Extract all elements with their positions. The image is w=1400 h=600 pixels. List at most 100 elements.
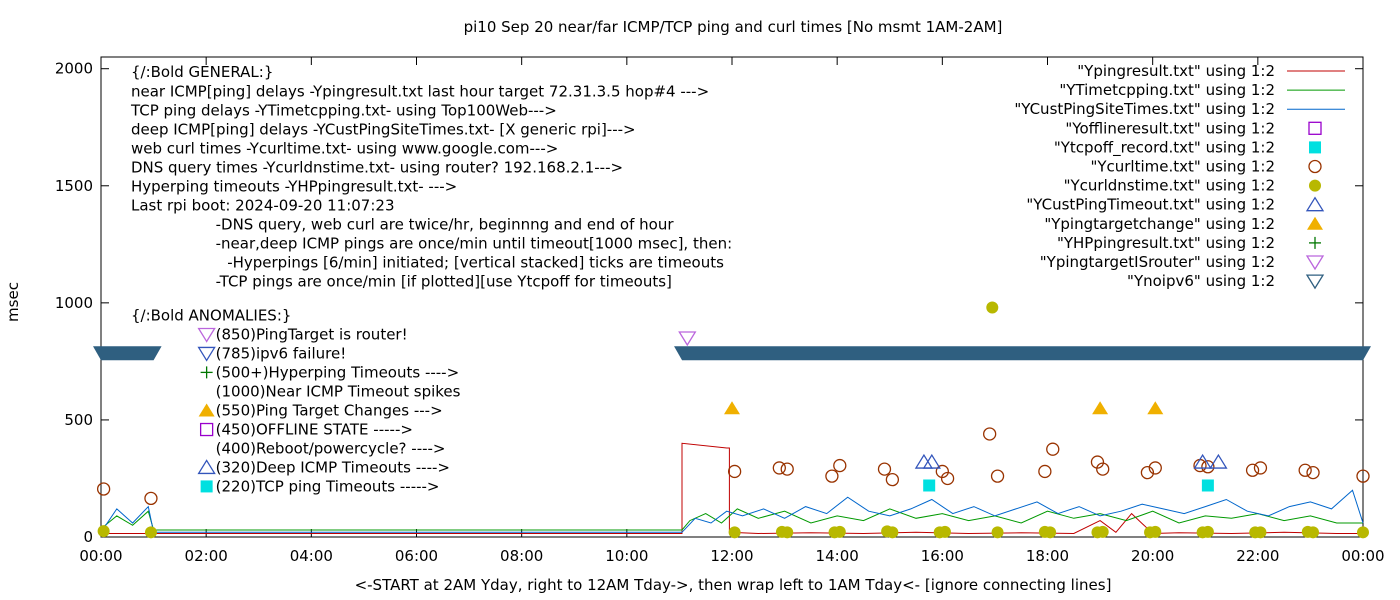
data-point [914,453,934,469]
legend-label: "Ynoipv6" using 1:2 [1127,272,1275,290]
legend: "Ypingresult.txt" using 1:2"YTimetcpping… [1014,62,1345,290]
annotation-layer: {/:Bold GENERAL:}near ICMP[ping] delays … [130,63,732,495]
legend-label: "Yofflineresult.txt" using 1:2 [1065,119,1275,137]
annotation-text: (400)Reboot/powercycle? ----> [216,439,446,457]
legend-swatch [1308,159,1322,174]
x-tick-label: 00:00 [1341,547,1384,565]
y-tick-label: 2000 [55,60,93,78]
data-point [781,526,794,539]
data-point [1209,453,1228,469]
data-point [1147,401,1164,415]
data-point [1201,479,1214,492]
legend-label: "YTimetcpping.txt" using 1:2 [1059,81,1275,99]
data-point [144,526,157,539]
annotation-text: (785)ipv6 failure! [216,344,347,362]
legend-swatch [1305,274,1325,290]
data-point [1046,442,1060,456]
annotation-marker [199,422,214,437]
data-point [825,469,839,483]
series-line [100,489,1364,533]
annotation-text: -DNS query, web curl are twice/hr, begin… [216,215,675,233]
legend-swatch [1309,179,1321,192]
annotation-text: DNS query times -Ycurldnstime.txt- using… [131,158,623,176]
y-tick-label: 500 [64,411,93,429]
legend-swatch [1308,121,1322,135]
x-tick-label: 22:00 [1236,547,1279,565]
legend-swatch [1307,216,1323,230]
legend-label: "Ypingtargetchange" using 1:2 [1044,215,1275,233]
axis-ticks: 0 500 1000 1500 2000 00:00 02:00 04:00 06:00 08:0… [55,57,1385,565]
ipv6-failure-band [674,346,1371,361]
data-point [727,464,742,479]
data-point [833,458,847,473]
legend-label: "YCustPingTimeout.txt" using 1:2 [1026,196,1275,214]
annotation-text: (320)Deep ICMP Timeouts ----> [216,458,450,476]
data-point [1201,525,1214,538]
y-tick-label: 1500 [55,177,93,195]
annotation-text: near ICMP[ping] delays -Ypingresult.txt … [131,82,709,100]
data-point [144,491,158,506]
annotation-text: (550)Ping Target Changes ---> [216,402,443,420]
data-point [1096,462,1110,476]
x-tick-label: 20:00 [1131,547,1174,565]
legend-swatch [1305,196,1325,212]
annotation-text: web curl times -Ycurltime.txt- using www… [131,139,558,157]
annotation-text: -near,deep ICMP pings are once/min until… [216,234,733,252]
data-point [1140,465,1155,480]
data-point [877,462,892,476]
data-point [1306,465,1320,480]
annotation-text: {/:Bold GENERAL:} [131,63,273,81]
data-point [986,301,999,314]
data-point [923,479,936,492]
data-point [983,427,997,441]
ipv6-failure-band [93,346,162,361]
data-point [885,472,900,487]
data-point [1090,455,1105,469]
annotation-marker [200,480,213,493]
annotation-marker [197,327,216,343]
series-line [100,508,1363,531]
data-point [1148,461,1162,475]
legend-label: "Ytcpoff_record.txt" using 1:2 [1054,138,1275,157]
data-point [940,471,955,486]
data-point [772,461,786,475]
data-point [833,525,846,538]
annotation-text: -Hyperpings [6/min] initiated; [vertical… [227,254,724,272]
y-tick-label: 1000 [55,294,93,312]
annotation-text: (220)TCP ping Timeouts -----> [216,477,440,495]
x-axis-label: <-START at 2AM Yday, right to 12AM Tday-… [355,576,1112,594]
y-tick-label: 0 [83,528,93,546]
annotation-text: TCP ping delays -YTimetcpping.txt- using… [130,101,557,119]
data-point [1245,463,1260,477]
annotation-text: Hyperping timeouts -YHPpingresult.txt- -… [131,177,457,195]
data-point [922,453,941,469]
x-tick-label: 02:00 [185,547,228,565]
data-point [1096,525,1109,538]
legend-label: "YpingtargetISrouter" using 1:2 [1040,253,1275,271]
annotation-marker [197,459,216,475]
legend-label: "YHPpingresult.txt" using 1:2 [1057,234,1275,252]
x-tick-label: 00:00 [79,547,122,565]
annotation-text: (850)PingTarget is router! [216,325,408,343]
data-point [991,526,1004,539]
y-axis-label: msec [4,282,22,322]
data-point [1092,401,1109,415]
annotation-marker [197,346,216,362]
data-point [724,401,740,415]
annotation-text: Last rpi boot: 2024-09-20 11:07:23 [131,196,395,214]
data-point [678,331,697,347]
data-point [1038,464,1052,479]
annotation-text: -TCP pings are once/min [if plotted][use… [216,273,672,291]
data-point [728,526,741,539]
data-point [935,464,949,479]
data-point [1298,463,1312,477]
data-point [1254,526,1267,539]
legend-label: "YCustPingSiteTimes.txt" using 1:2 [1014,100,1275,118]
data-point [97,525,110,538]
series-layer [93,301,1371,539]
x-tick-label: 14:00 [816,547,859,565]
x-tick-label: 06:00 [395,547,438,565]
data-point [1253,461,1268,475]
legend-label: "Ycurltime.txt" using 1:2 [1090,158,1275,176]
annotation-text: deep ICMP[ping] delays -YCustPingSiteTim… [131,120,636,138]
